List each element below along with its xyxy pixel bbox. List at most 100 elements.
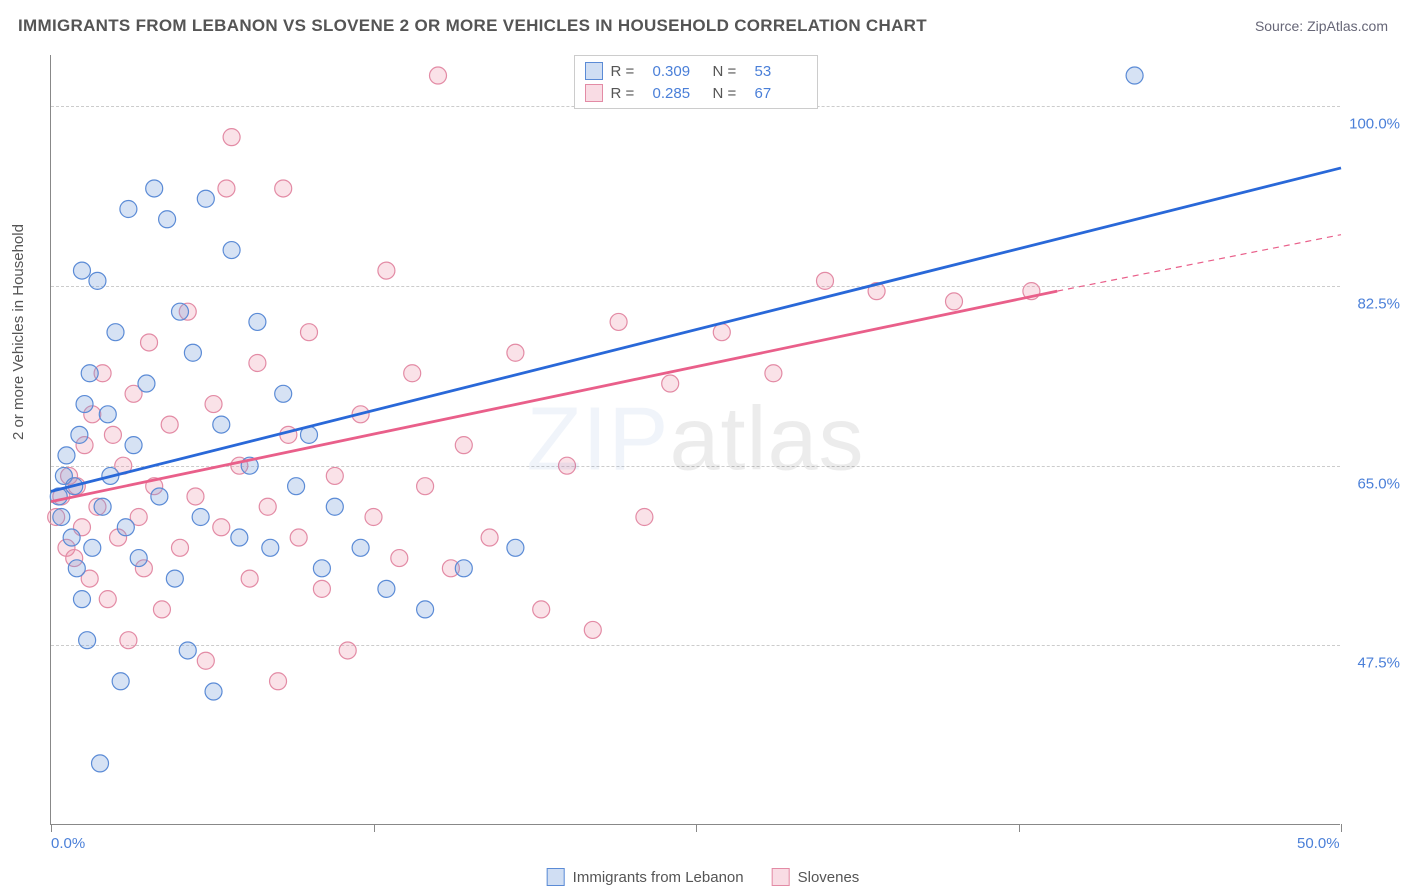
- n-label: N =: [713, 63, 747, 80]
- swatch-pink-icon: [772, 868, 790, 886]
- data-point: [275, 180, 292, 197]
- data-point: [404, 365, 421, 382]
- r-value-blue: 0.309: [653, 63, 705, 80]
- data-point: [249, 313, 266, 330]
- data-point: [275, 385, 292, 402]
- data-point: [76, 396, 93, 413]
- data-point: [151, 488, 168, 505]
- r-label: R =: [611, 85, 645, 102]
- data-point: [946, 293, 963, 310]
- x-tick: [696, 824, 697, 832]
- data-point: [270, 673, 287, 690]
- data-point: [117, 519, 134, 536]
- data-point: [71, 426, 88, 443]
- data-point: [1126, 67, 1143, 84]
- data-point: [223, 129, 240, 146]
- data-point: [288, 478, 305, 495]
- x-tick: [374, 824, 375, 832]
- chart-header: IMMIGRANTS FROM LEBANON VS SLOVENE 2 OR …: [18, 16, 1388, 36]
- data-point: [326, 467, 343, 484]
- data-point: [138, 375, 155, 392]
- swatch-blue-icon: [547, 868, 565, 886]
- data-point: [68, 560, 85, 577]
- data-point: [391, 550, 408, 567]
- data-point: [290, 529, 307, 546]
- y-tick-label: 82.5%: [1357, 296, 1400, 313]
- data-point: [205, 683, 222, 700]
- data-point: [130, 550, 147, 567]
- source-label: Source: ZipAtlas.com: [1255, 18, 1388, 34]
- data-point: [365, 509, 382, 526]
- data-point: [120, 632, 137, 649]
- data-point: [507, 539, 524, 556]
- data-point: [120, 201, 137, 218]
- data-point: [104, 426, 121, 443]
- legend-label-blue: Immigrants from Lebanon: [573, 869, 744, 886]
- stats-row-blue: R = 0.309 N = 53: [585, 60, 807, 82]
- data-point: [339, 642, 356, 659]
- data-point: [430, 67, 447, 84]
- data-point: [92, 755, 109, 772]
- data-point: [417, 601, 434, 618]
- data-point: [172, 303, 189, 320]
- data-point: [533, 601, 550, 618]
- data-point: [159, 211, 176, 228]
- chart-plot-area: 47.5%65.0%82.5%100.0% ZIPatlas R = 0.309…: [50, 55, 1340, 825]
- trend-line-pink-extrapolated: [1057, 235, 1341, 291]
- data-point: [197, 190, 214, 207]
- data-point: [141, 334, 158, 351]
- data-point: [259, 498, 276, 515]
- data-point: [79, 632, 96, 649]
- data-point: [301, 324, 318, 341]
- data-point: [192, 509, 209, 526]
- data-point: [378, 580, 395, 597]
- data-point: [99, 406, 116, 423]
- data-point: [184, 344, 201, 361]
- data-point: [817, 272, 834, 289]
- trend-line-blue: [51, 168, 1341, 491]
- swatch-blue-icon: [585, 62, 603, 80]
- data-point: [172, 539, 189, 556]
- data-point: [584, 621, 601, 638]
- y-tick-label: 47.5%: [1357, 655, 1400, 672]
- data-point: [161, 416, 178, 433]
- chart-title: IMMIGRANTS FROM LEBANON VS SLOVENE 2 OR …: [18, 16, 927, 36]
- data-point: [187, 488, 204, 505]
- data-point: [153, 601, 170, 618]
- data-point: [179, 642, 196, 659]
- data-point: [326, 498, 343, 515]
- series-legend: Immigrants from Lebanon Slovenes: [547, 868, 860, 886]
- data-point: [507, 344, 524, 361]
- data-point: [81, 365, 98, 382]
- data-point: [455, 437, 472, 454]
- y-tick-label: 65.0%: [1357, 475, 1400, 492]
- data-point: [63, 529, 80, 546]
- data-point: [610, 313, 627, 330]
- legend-label-pink: Slovenes: [798, 869, 860, 886]
- x-tick: [1019, 824, 1020, 832]
- data-point: [112, 673, 129, 690]
- data-point: [166, 570, 183, 587]
- data-point: [231, 529, 248, 546]
- data-point: [481, 529, 498, 546]
- data-point: [417, 478, 434, 495]
- data-point: [146, 180, 163, 197]
- data-point: [241, 570, 258, 587]
- data-point: [262, 539, 279, 556]
- r-value-pink: 0.285: [653, 85, 705, 102]
- stats-row-pink: R = 0.285 N = 67: [585, 82, 807, 104]
- data-point: [713, 324, 730, 341]
- data-point: [94, 498, 111, 515]
- data-point: [636, 509, 653, 526]
- data-point: [73, 591, 90, 608]
- data-point: [107, 324, 124, 341]
- stats-legend: R = 0.309 N = 53 R = 0.285 N = 67: [574, 55, 818, 109]
- data-point: [213, 416, 230, 433]
- legend-item-pink: Slovenes: [772, 868, 860, 886]
- data-point: [765, 365, 782, 382]
- r-label: R =: [611, 63, 645, 80]
- data-point: [99, 591, 116, 608]
- data-point: [125, 437, 142, 454]
- data-point: [559, 457, 576, 474]
- x-tick-label: 50.0%: [1297, 835, 1340, 852]
